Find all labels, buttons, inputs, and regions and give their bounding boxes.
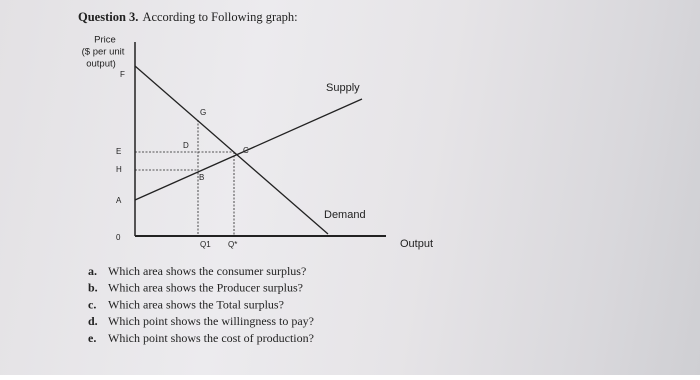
- y-axis-label-line: Price: [94, 35, 116, 46]
- question-list: a. Which area shows the consumer surplus?…: [88, 264, 314, 345]
- x-axis-label: Output: [400, 238, 433, 250]
- label-e: E: [116, 147, 121, 156]
- label-origin: 0: [116, 233, 121, 242]
- question-number-text: Question 3.: [78, 10, 138, 24]
- label-q1: Q1: [200, 240, 211, 249]
- supply-label: Supply: [326, 82, 360, 94]
- label-b: B: [199, 173, 204, 182]
- y-axis-label: Price ($ per unit output): [82, 35, 125, 70]
- item-text: Which point shows the willingness to pay…: [108, 314, 314, 328]
- question-number: Question 3. According to Following graph:: [78, 10, 298, 24]
- item-text: Which area shows the consumer surplus?: [108, 264, 306, 278]
- demand-curve: [134, 65, 329, 235]
- graph-labels: F E H A 0 D G B C Q1 Q*: [116, 70, 249, 249]
- label-c: C: [243, 146, 249, 155]
- demand-label: Demand: [324, 209, 366, 221]
- item-letter: a.: [88, 264, 97, 278]
- label-a: A: [116, 196, 122, 205]
- graph: [134, 42, 386, 237]
- label-g: G: [200, 108, 206, 117]
- item-letter: b.: [88, 281, 98, 295]
- item-letter: c.: [88, 297, 96, 311]
- label-h: H: [116, 165, 122, 174]
- item-letter: d.: [88, 314, 98, 328]
- label-f: F: [120, 70, 125, 79]
- item-text: Which area shows the Total surplus?: [108, 297, 284, 311]
- y-axis-label-line: output): [86, 59, 116, 70]
- item-text: Which area shows the Producer surplus?: [108, 281, 303, 295]
- y-axis-label-line: ($ per unit: [82, 47, 125, 58]
- item-letter: e.: [88, 331, 96, 345]
- item-text: Which point shows the cost of production…: [108, 331, 314, 345]
- supply-curve: [134, 98, 363, 201]
- label-qstar: Q*: [228, 240, 237, 249]
- question-title: According to Following graph:: [142, 10, 297, 24]
- label-d: D: [183, 141, 189, 150]
